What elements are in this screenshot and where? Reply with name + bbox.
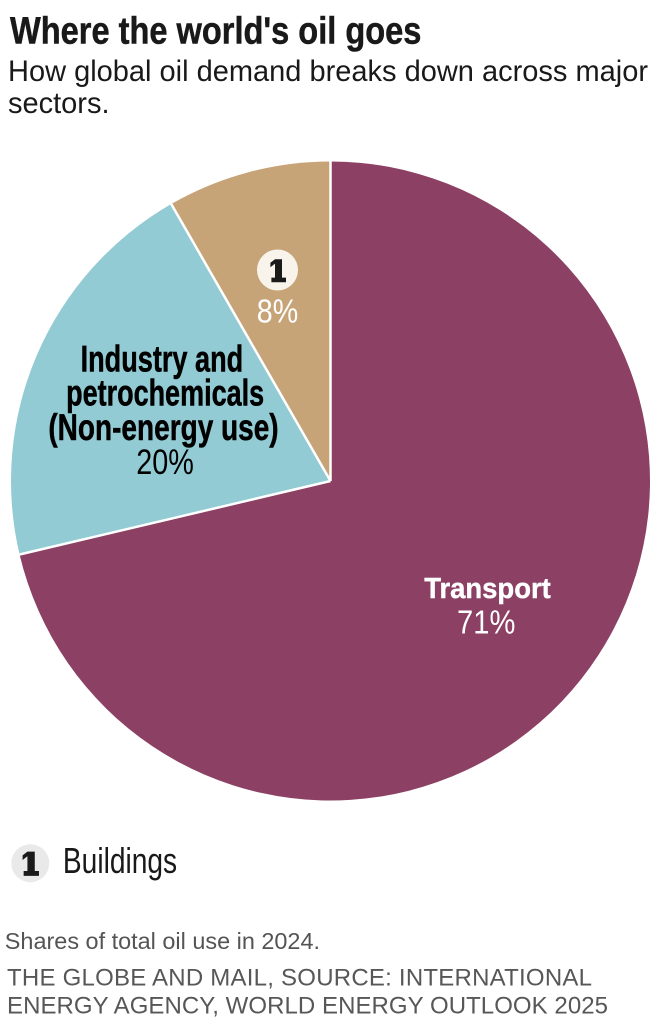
svg-text:Buildings: Buildings	[63, 840, 177, 881]
svg-text:8%: 8%	[257, 292, 298, 329]
svg-text:ENERGY AGENCY, WORLD ENERGY OU: ENERGY AGENCY, WORLD ENERGY OUTLOOK 2025	[7, 993, 608, 1020]
svg-text:71%: 71%	[457, 604, 515, 641]
svg-text:THE GLOBE AND MAIL, SOURCE: IN: THE GLOBE AND MAIL, SOURCE: INTERNATIONA…	[7, 965, 592, 992]
svg-text:Shares of total oil use in 202: Shares of total oil use in 2024.	[5, 928, 320, 954]
svg-text:Industry and: Industry and	[81, 338, 244, 379]
svg-text:Transport: Transport	[424, 573, 551, 605]
svg-text:Where the world's oil goes: Where the world's oil goes	[10, 11, 421, 53]
svg-text:petrochemicals: petrochemicals	[66, 373, 264, 414]
svg-text:How global oil demand breaks d: How global oil demand breaks down across…	[8, 55, 648, 88]
svg-text:20%: 20%	[136, 443, 194, 482]
svg-text:sectors.: sectors.	[8, 87, 110, 120]
svg-text:(Non-energy use): (Non-energy use)	[48, 407, 278, 448]
